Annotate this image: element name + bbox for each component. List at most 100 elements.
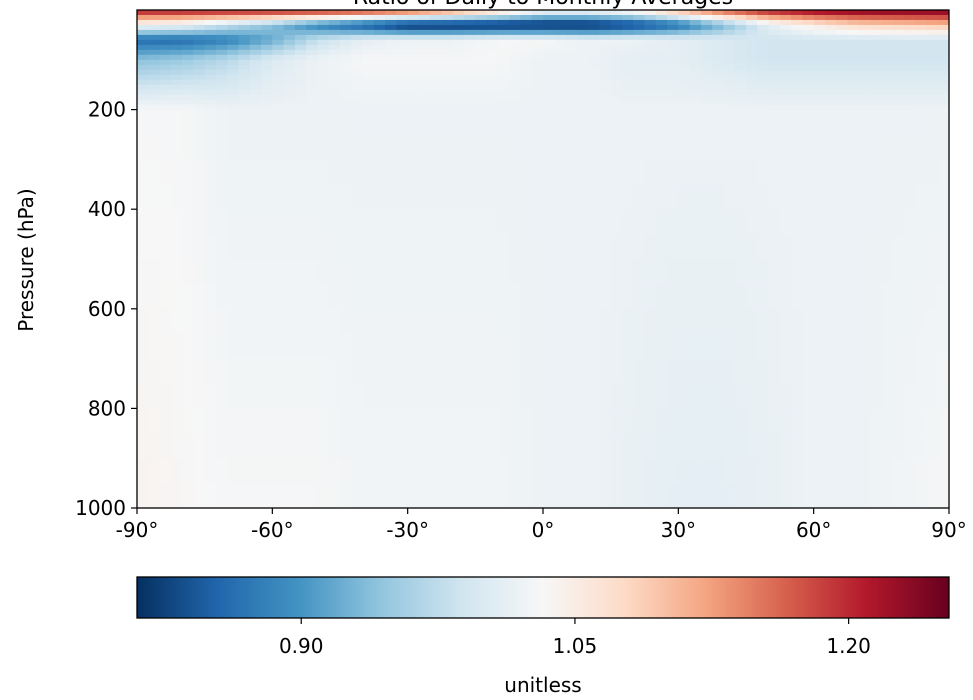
heatmap-cell: [373, 483, 386, 508]
heatmap-cell: [227, 69, 240, 76]
heatmap-cell: [858, 10, 871, 16]
heatmap-cell: [870, 64, 882, 71]
heatmap-cell: [418, 209, 431, 235]
heatmap-cell: [881, 308, 894, 335]
heatmap-cell: [227, 84, 240, 91]
heatmap-cell: [576, 74, 589, 81]
heatmap-cell: [915, 10, 928, 16]
heatmap-cell: [430, 134, 443, 160]
heatmap-cell: [531, 408, 544, 434]
heatmap-cell: [520, 358, 533, 385]
heatmap-cell: [137, 209, 149, 235]
heatmap-cell: [159, 14, 172, 21]
heatmap-cell: [328, 34, 341, 41]
heatmap-cell: [193, 10, 206, 16]
heatmap-cell: [204, 333, 217, 360]
heatmap-cell: [915, 308, 928, 335]
heatmap-cell: [475, 433, 488, 459]
heatmap-cell: [215, 94, 228, 101]
heatmap-cell: [554, 19, 567, 26]
heatmap-cell: [712, 24, 725, 31]
heatmap-cell: [509, 283, 522, 310]
heatmap-cell: [802, 79, 815, 86]
heatmap-cell: [599, 159, 612, 185]
heatmap-cell: [306, 234, 319, 260]
heatmap-cell: [362, 44, 375, 51]
heatmap-cell: [261, 209, 273, 235]
heatmap-cell: [824, 29, 837, 36]
heatmap-cell: [723, 104, 736, 111]
heatmap-cell: [892, 89, 905, 96]
heatmap-cell: [734, 39, 747, 46]
heatmap-cell: [227, 458, 240, 484]
heatmap-cell: [531, 433, 544, 459]
heatmap-cell: [272, 54, 285, 61]
heatmap-cell: [746, 39, 758, 46]
heatmap-cell: [700, 94, 713, 101]
heatmap-cell: [836, 483, 849, 508]
heatmap-cell: [294, 39, 307, 46]
heatmap-cell: [317, 458, 330, 484]
heatmap-cell: [182, 99, 194, 106]
heatmap-cell: [362, 308, 375, 335]
heatmap-cell: [509, 19, 522, 26]
heatmap-cell: [340, 49, 352, 56]
heatmap-cell: [576, 99, 589, 106]
heatmap-cell: [700, 209, 713, 235]
heatmap-cell: [554, 74, 567, 81]
heatmap-cell: [802, 109, 815, 136]
heatmap-cell: [576, 29, 589, 36]
heatmap-cell: [712, 159, 725, 185]
heatmap-cell: [768, 408, 781, 434]
heatmap-cell: [700, 89, 713, 96]
heatmap-cell: [543, 458, 555, 484]
heatmap-cell: [520, 79, 533, 86]
heatmap-cell: [317, 69, 330, 76]
heatmap-cell: [802, 64, 815, 71]
heatmap-cell: [418, 333, 431, 360]
heatmap-cell: [813, 358, 826, 385]
heatmap-cell: [531, 159, 544, 185]
heatmap-cell: [779, 109, 792, 136]
heatmap-cell: [452, 104, 465, 111]
heatmap-cell: [667, 84, 679, 91]
heatmap-cell: [565, 308, 578, 335]
heatmap-cell: [779, 283, 792, 310]
heatmap-cell: [430, 209, 443, 235]
heatmap-cell: [193, 89, 206, 96]
heatmap-cell: [813, 104, 826, 111]
heatmap-cell: [249, 458, 262, 484]
heatmap-cell: [294, 89, 307, 96]
heatmap-cell: [689, 44, 702, 51]
heatmap-cell: [565, 483, 578, 508]
heatmap-cell: [261, 184, 273, 210]
heatmap-cell: [667, 383, 679, 409]
heatmap-cell: [734, 74, 747, 81]
heatmap-cell: [294, 383, 307, 409]
heatmap-cell: [227, 44, 240, 51]
heatmap-cell: [306, 44, 319, 51]
heatmap-cell: [791, 483, 803, 508]
heatmap-cell: [813, 383, 826, 409]
heatmap-cell: [903, 64, 916, 71]
heatmap-cell: [689, 59, 702, 66]
heatmap-cell: [464, 44, 476, 51]
heatmap-cell: [633, 34, 646, 41]
heatmap-cell: [791, 49, 803, 56]
heatmap-cell: [712, 49, 725, 56]
heatmap-cell: [227, 54, 240, 61]
heatmap-cell: [385, 14, 397, 21]
heatmap-cell: [903, 99, 916, 106]
heatmap-cell: [418, 94, 431, 101]
heatmap-cell: [509, 99, 522, 106]
heatmap-cell: [486, 209, 499, 235]
heatmap-cell: [148, 134, 161, 160]
heatmap-cell: [261, 59, 273, 66]
heatmap-cell: [497, 59, 510, 66]
heatmap-cell: [689, 14, 702, 21]
heatmap-cell: [565, 283, 578, 310]
heatmap-cell: [779, 39, 792, 46]
heatmap-cell: [881, 184, 894, 210]
heatmap-cell: [791, 69, 803, 76]
heatmap-cell: [373, 458, 386, 484]
